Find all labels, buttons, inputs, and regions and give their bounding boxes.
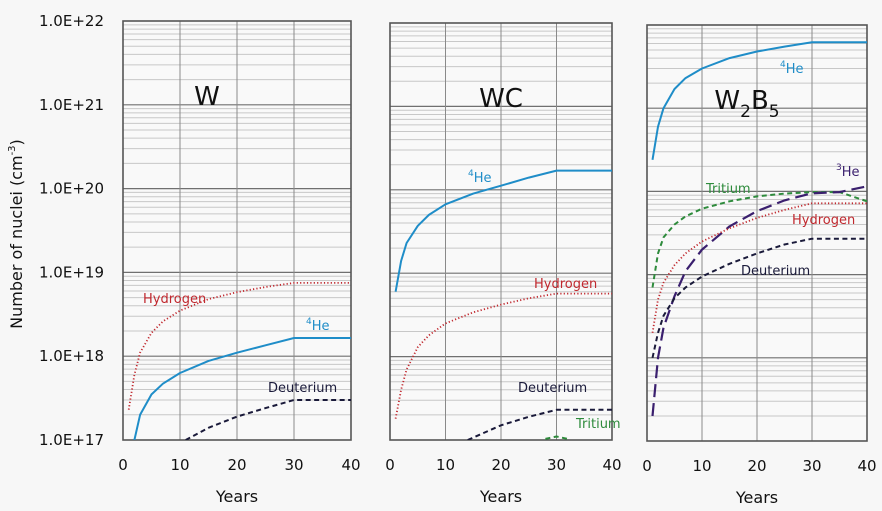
panel-title-sub: 2: [740, 102, 751, 122]
y-tick-label: 1.0E+21: [39, 96, 104, 114]
panel-title-main: W: [194, 82, 220, 112]
x-tick-label: 0: [385, 456, 395, 474]
y-tick-label: 1.0E+22: [39, 12, 104, 30]
y-axis-label: Number of nuclei (cm-3): [7, 139, 26, 329]
plot-frame: [122, 20, 352, 441]
series-label-deuterium: Deuterium: [518, 381, 587, 396]
series-label-text: Hydrogen: [143, 292, 206, 307]
y-tick-label: 1.0E+18: [39, 347, 104, 365]
series-label-text: He: [786, 62, 804, 77]
x-tick-label: 10: [170, 456, 189, 474]
series-line-3he: [651, 185, 867, 417]
x-tick-label: 20: [227, 456, 246, 474]
series-label-text: Tritium: [575, 417, 621, 432]
series-label-sup: 4: [780, 60, 786, 70]
series-label-text: He: [312, 319, 330, 334]
series-label-deuterium: Deuterium: [268, 381, 337, 396]
series-label-text: He: [842, 165, 860, 180]
x-tick-label: 10: [436, 456, 455, 474]
panel-title-tail: B: [751, 86, 769, 116]
panel-title: W: [194, 82, 220, 112]
series-label-tritium: Tritium: [575, 417, 621, 432]
panel-title: W2B5: [714, 86, 779, 122]
x-tick-label: 0: [642, 457, 652, 475]
y-tick-label: 1.0E+19: [39, 263, 104, 281]
y-axis-label-close: ): [7, 139, 26, 145]
y-axis-label-text: Number of nuclei (cm: [7, 155, 26, 328]
series-label-tritium: Tritium: [705, 182, 751, 197]
x-tick-label: 30: [802, 457, 821, 475]
panel-2: WC 0 10 20 30 40 Years 4He Hydrogen Deuterium Trit…: [385, 22, 622, 506]
x-tick-label: 20: [747, 457, 766, 475]
series-label-text: He: [474, 171, 492, 186]
series-label-hydrogen: Hydrogen: [792, 213, 855, 228]
series-line-deuterium: [467, 408, 612, 440]
series-label-4he: 4He: [468, 169, 492, 186]
series-label-sup: 4: [468, 169, 474, 179]
series-label-text: Deuterium: [268, 381, 337, 396]
series-label-text: Deuterium: [741, 264, 810, 279]
series-label-deuterium: Deuterium: [741, 264, 810, 279]
series-line-deuterium: [651, 237, 867, 359]
x-tick-label: 40: [341, 456, 360, 474]
series-label-4he: 4He: [306, 317, 330, 334]
plot-frame: [389, 22, 613, 441]
series-label-3he: 3He: [836, 163, 860, 180]
series-label-sup: 3: [836, 163, 842, 173]
x-tick-label: 30: [547, 456, 566, 474]
panel-title-sub2: 5: [769, 102, 780, 122]
panel-title-main: W: [714, 86, 740, 116]
series-label-text: Tritium: [705, 182, 751, 197]
series-line-deuterium: [185, 399, 351, 440]
y-axis-label-sup: -3: [7, 145, 18, 155]
panel-title: WC: [479, 84, 523, 114]
series-line-4he: [133, 337, 351, 440]
series-label-4he: 4He: [780, 60, 804, 77]
x-tick-label: 30: [284, 456, 303, 474]
x-axis-label: Years: [735, 488, 778, 507]
y-tick-label: 1.0E+17: [39, 431, 104, 449]
series-label-text: Hydrogen: [534, 277, 597, 292]
series-label-hydrogen: Hydrogen: [143, 292, 206, 307]
x-axis-label: Years: [479, 487, 522, 506]
series-label-hydrogen: Hydrogen: [534, 277, 597, 292]
series-label-text: Deuterium: [518, 381, 587, 396]
x-tick-label: 40: [857, 457, 876, 475]
y-tick-label: 1.0E+20: [39, 180, 104, 198]
x-tick-label: 10: [692, 457, 711, 475]
svg-text:Number of nuclei (cm-3): Number of nuclei (cm-3): [7, 139, 26, 329]
x-axis-label: Years: [215, 487, 258, 506]
x-tick-label: 40: [602, 456, 621, 474]
panel-1: W 0 10 20 30 40 Years Hydrogen 4He Deuterium: [118, 20, 361, 506]
plot-frame: [646, 24, 868, 442]
y-tick-labels: 1.0E+17 1.0E+18 1.0E+19 1.0E+20 1.0E+21 1.0E+…: [39, 12, 104, 449]
panel-title-main: WC: [479, 84, 523, 114]
x-tick-label: 0: [118, 456, 128, 474]
x-tick-label: 20: [491, 456, 510, 474]
series-label-sup: 4: [306, 317, 312, 327]
series-label-text: Hydrogen: [792, 213, 855, 228]
